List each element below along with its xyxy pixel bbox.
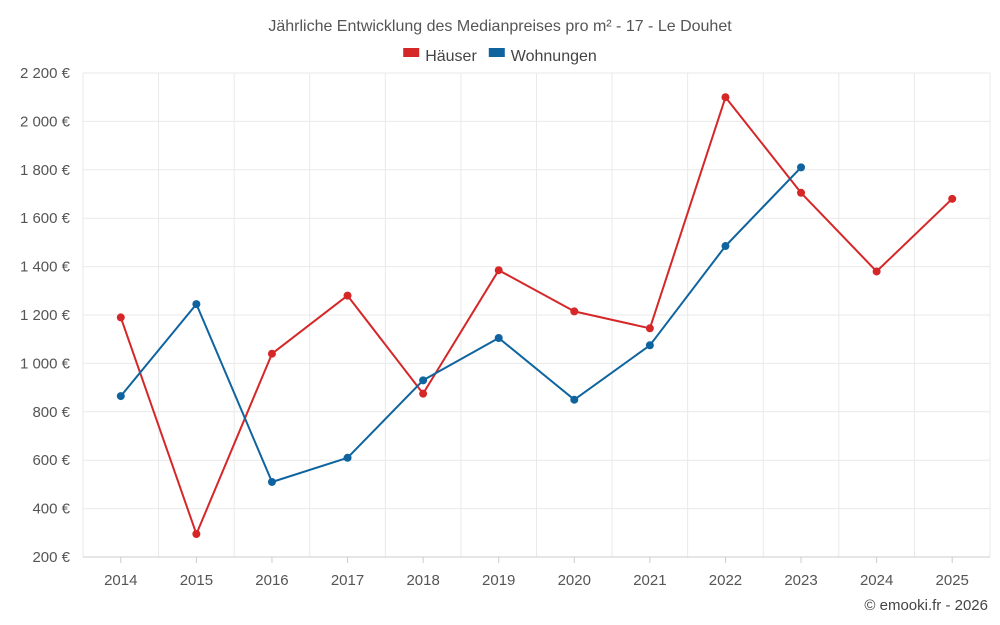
x-tick-label: 2016 [255,572,288,589]
x-tick-label: 2019 [482,572,515,589]
data-point-h-user[interactable] [494,266,503,275]
x-tick-label: 2015 [180,572,213,589]
data-point-wohnungen[interactable] [494,333,503,342]
copyright-credit: © emooki.fr - 2026 [864,597,988,614]
data-point-h-user[interactable] [570,307,579,316]
data-point-wohnungen[interactable] [570,395,579,404]
x-tick-label: 2021 [633,572,666,589]
x-tick-label: 2025 [936,572,969,589]
legend-item-h-user[interactable]: Häuser [403,48,477,65]
y-tick-label: 1 400 € [20,259,71,276]
y-tick-label: 1 600 € [20,210,71,227]
y-tick-label: 1 000 € [20,355,71,372]
y-tick-label: 600 € [32,452,70,469]
legend-swatch [403,48,420,57]
x-tick-label: 2024 [860,572,893,589]
legend: Häuser Wohnungen [403,48,597,65]
data-point-h-user[interactable] [116,313,125,322]
x-tick-label: 2023 [784,572,817,589]
data-point-h-user[interactable] [192,530,201,539]
x-tick-label: 2020 [558,572,591,589]
data-point-wohnungen[interactable] [797,163,806,172]
x-tick-label: 2017 [331,572,364,589]
y-tick-label: 1 800 € [20,162,71,179]
data-point-wohnungen[interactable] [645,341,654,350]
series-layer [116,93,957,539]
data-point-h-user[interactable] [872,267,881,276]
y-tick-label: 2 000 € [20,113,71,130]
y-tick-label: 1 200 € [20,307,71,324]
data-point-wohnungen[interactable] [419,376,428,385]
series-h-user [116,93,957,539]
data-point-h-user[interactable] [797,188,806,197]
data-point-h-user[interactable] [645,324,654,333]
data-point-wohnungen[interactable] [116,392,125,401]
grid-layer [82,72,991,557]
legend-swatch [488,48,505,57]
data-point-h-user[interactable] [948,194,957,203]
x-tick-label: 2018 [406,572,439,589]
chart-title: Jährliche Entwicklung des Medianpreises … [268,18,732,35]
data-point-h-user[interactable] [419,389,428,398]
x-tick-label: 2014 [104,572,137,589]
series-wohnungen [116,163,806,486]
y-tick-label: 400 € [32,501,70,518]
data-point-h-user[interactable] [721,93,730,102]
data-point-wohnungen[interactable] [343,453,352,462]
data-point-wohnungen[interactable] [267,477,276,486]
y-tick-label: 800 € [32,404,70,421]
series-line-h-user [119,96,953,535]
legend-item-wohnungen[interactable]: Wohnungen [488,48,597,65]
data-point-wohnungen[interactable] [721,242,730,251]
data-point-h-user[interactable] [343,291,352,300]
data-point-h-user[interactable] [267,349,276,358]
axis-layer: 200 € 400 € 600 € 800 € 1 000 € 1 200 € 1 400 … [20,65,990,589]
legend-label: Wohnungen [511,48,597,65]
y-tick-label: 200 € [32,549,70,566]
series-line-wohnungen [120,166,802,483]
legend-label: Häuser [425,48,477,65]
data-point-wohnungen[interactable] [192,300,201,309]
x-tick-label: 2022 [709,572,742,589]
y-tick-label: 2 200 € [20,65,71,82]
